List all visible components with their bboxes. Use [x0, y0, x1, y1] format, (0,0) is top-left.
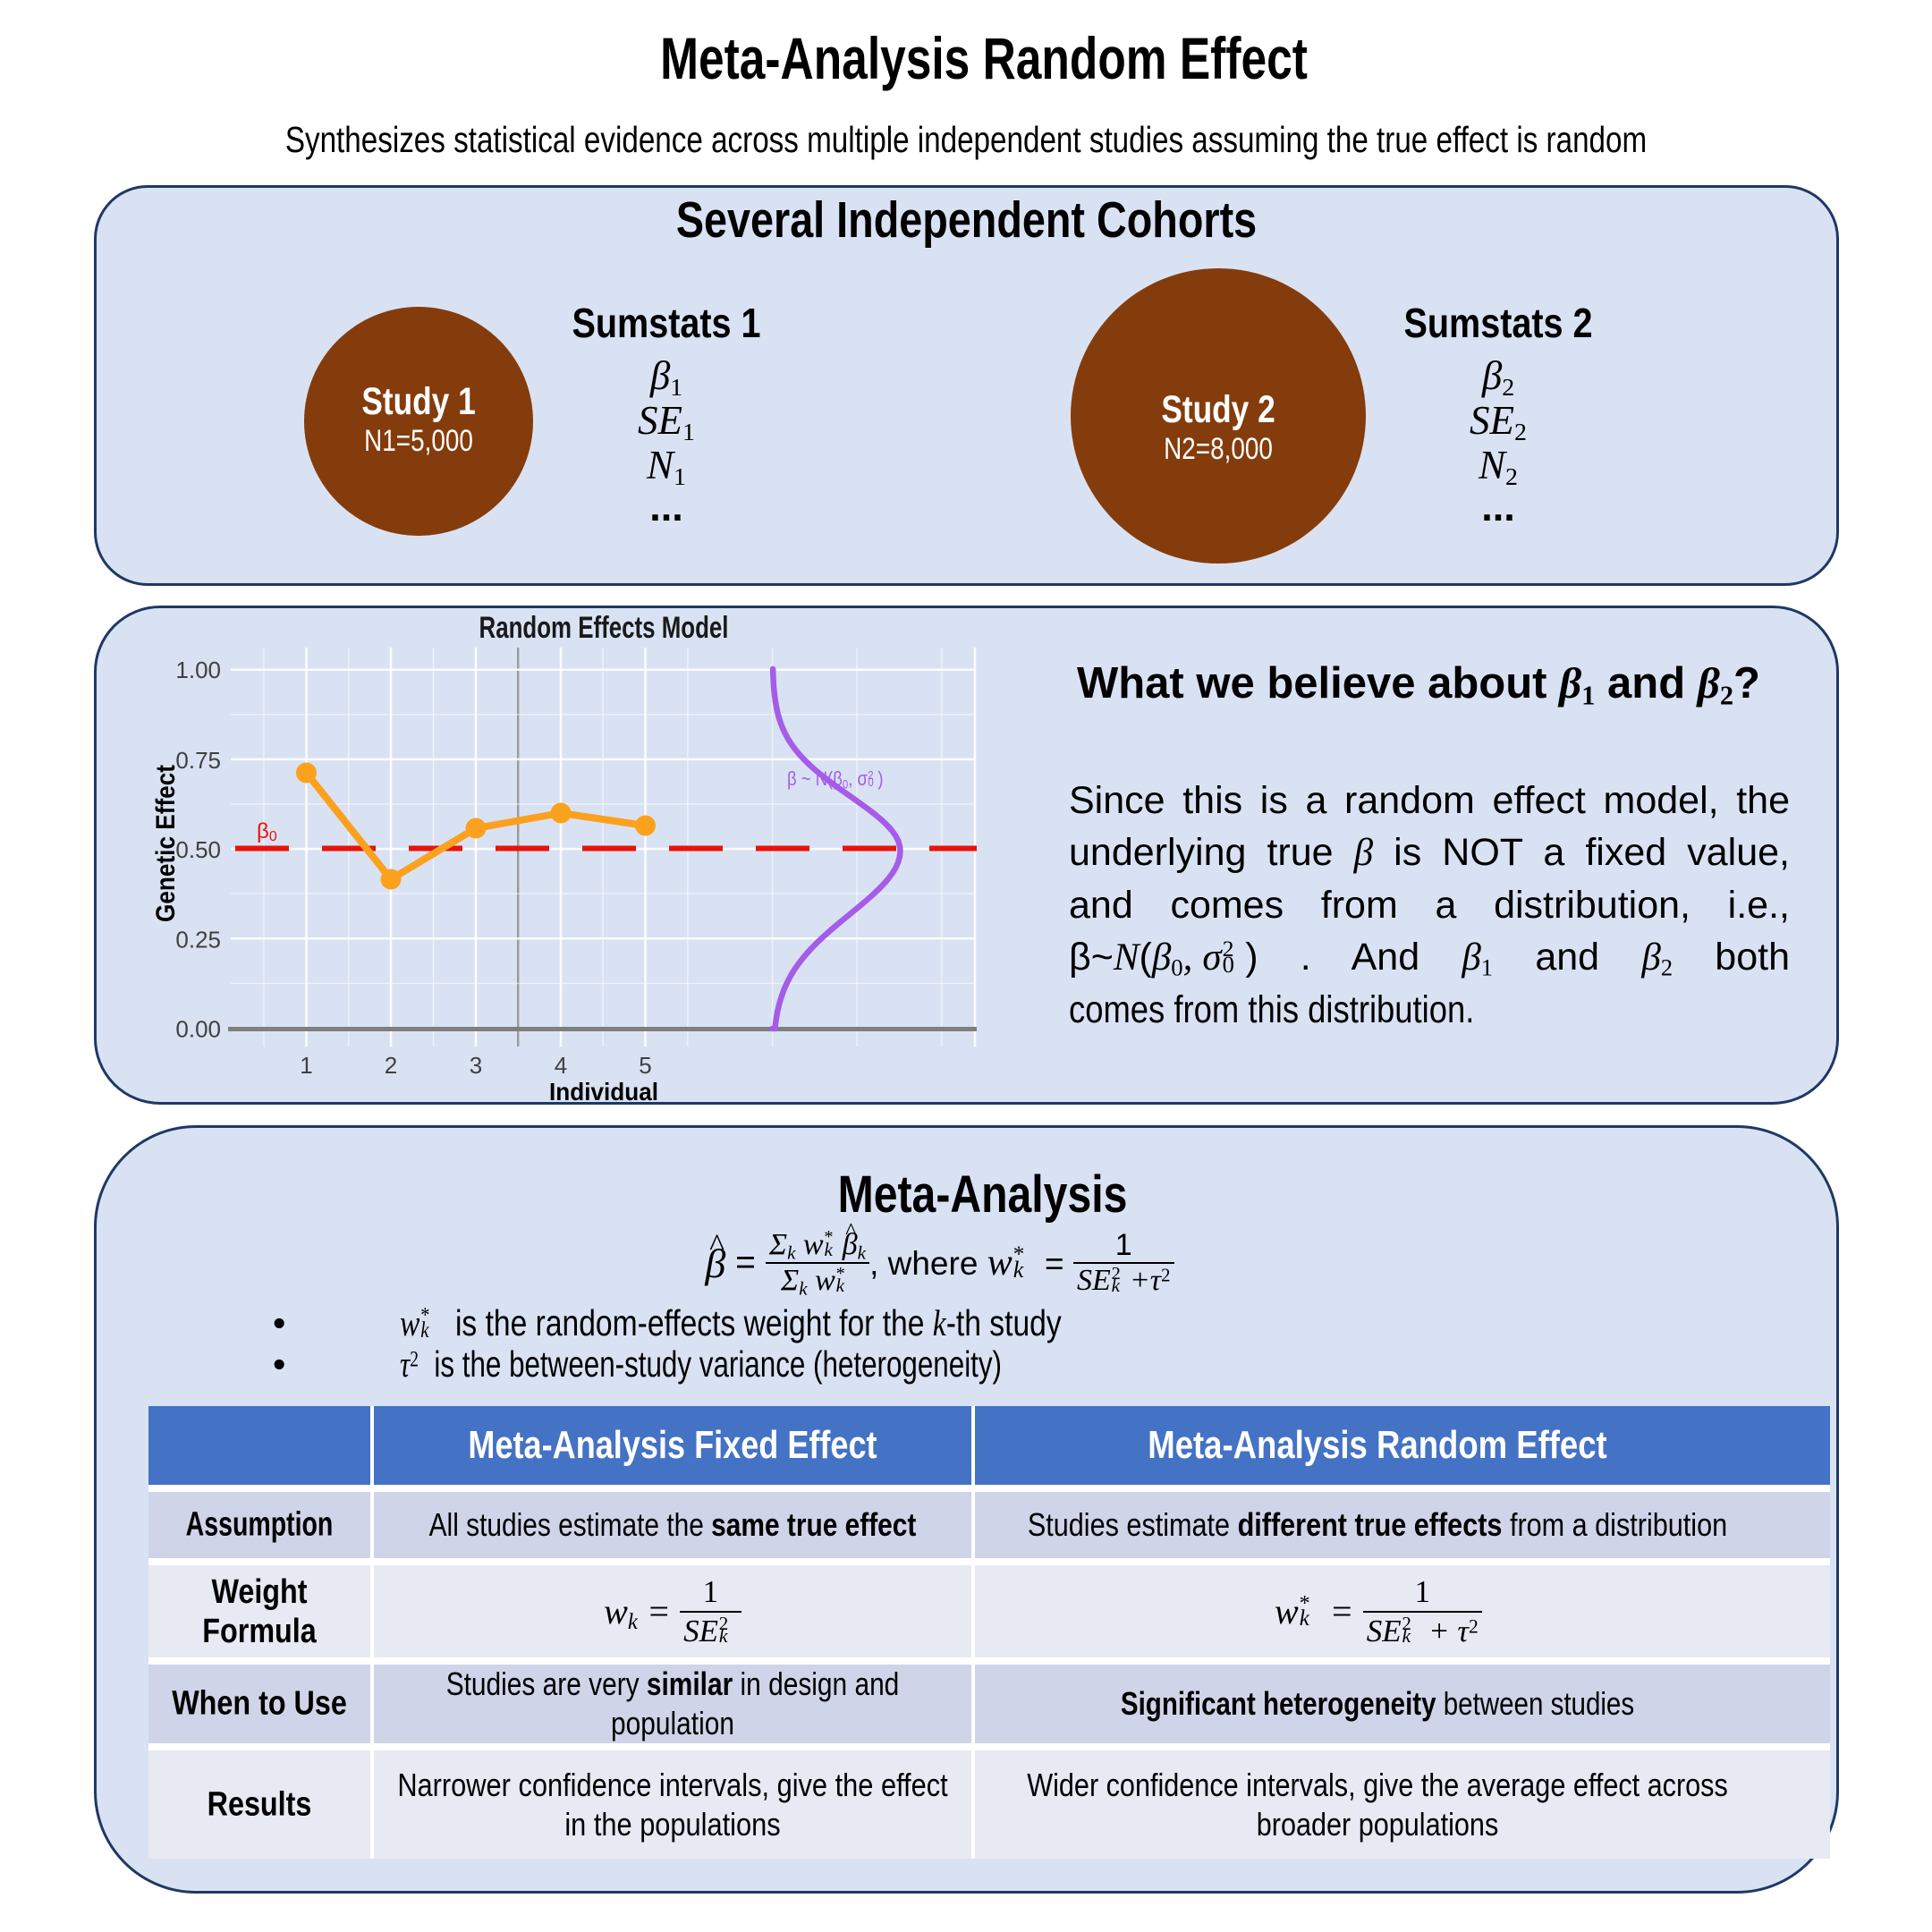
svg-text:0.50: 0.50 [175, 836, 221, 863]
svg-text:1: 1 [300, 1052, 312, 1079]
svg-text:0.75: 0.75 [175, 747, 221, 774]
svg-text:0.00: 0.00 [175, 1016, 221, 1043]
svg-text:0.25: 0.25 [175, 926, 221, 953]
svg-text:5: 5 [639, 1052, 651, 1079]
svg-text:2: 2 [385, 1052, 397, 1079]
svg-text:Random Effects Model: Random Effects Model [479, 611, 729, 645]
svg-text:Individual: Individual [549, 1078, 658, 1105]
svg-text:4: 4 [555, 1052, 567, 1079]
svg-text:1.00: 1.00 [175, 657, 221, 683]
svg-text:3: 3 [470, 1052, 482, 1079]
svg-text:Genetic Effect: Genetic Effect [151, 765, 181, 922]
